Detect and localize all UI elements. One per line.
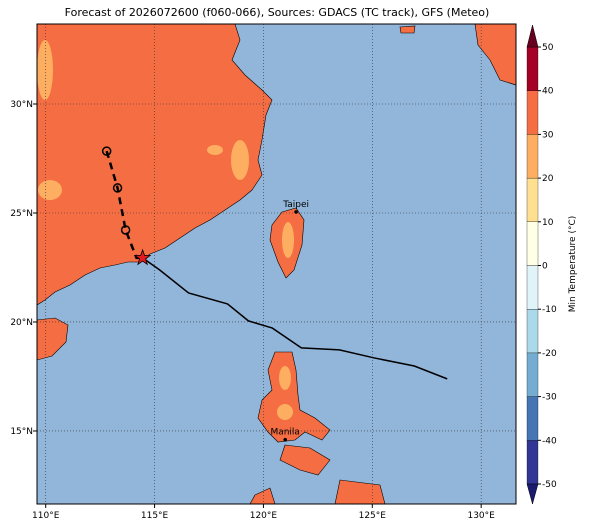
map-frame bbox=[36, 23, 517, 505]
city-dot bbox=[283, 437, 288, 442]
x-tick-label: 120°E bbox=[250, 511, 278, 521]
track-point bbox=[120, 225, 131, 235]
colorbar-tick-label: 50 bbox=[542, 43, 554, 53]
colorbar-band bbox=[526, 46, 539, 91]
y-tick-label: 30°N bbox=[10, 100, 33, 110]
warm-patch bbox=[231, 140, 249, 180]
current-position bbox=[133, 248, 152, 266]
colorbar-tick-label: -50 bbox=[542, 480, 557, 490]
colorbar-tick-label: -10 bbox=[542, 305, 557, 315]
map-title: Forecast of 2026072600 (f060-066), Sourc… bbox=[65, 6, 490, 19]
overlay: 110°E 115°E 120°E 125°E 130°E 15°N 20°N 25°N 30°… bbox=[10, 24, 516, 521]
colorbar-extend bbox=[526, 24, 539, 48]
y-tick-label: 25°N bbox=[10, 209, 33, 219]
x-tick-label: 115°E bbox=[141, 511, 169, 521]
track-point bbox=[112, 183, 123, 193]
colorbar-band bbox=[526, 396, 539, 441]
warm-patch bbox=[282, 222, 294, 258]
x-tick-label: 130°E bbox=[467, 511, 495, 521]
luzon bbox=[257, 351, 331, 443]
colorbar-extend bbox=[526, 483, 539, 505]
city-dot bbox=[294, 210, 298, 214]
colorbar-band bbox=[526, 352, 539, 397]
track-point bbox=[101, 146, 112, 156]
colorbar-tick-label: 10 bbox=[542, 218, 554, 228]
colorbar-tick-label: 40 bbox=[542, 87, 554, 97]
colorbar-band bbox=[526, 134, 539, 179]
warm-patch bbox=[37, 40, 53, 100]
korea-japan bbox=[474, 24, 516, 86]
land-layer bbox=[37, 24, 516, 504]
city-label: Manila bbox=[270, 428, 300, 438]
warm-patch bbox=[38, 180, 62, 200]
island bbox=[399, 25, 416, 34]
palawan bbox=[249, 487, 276, 504]
city-label: Taipei bbox=[282, 200, 309, 210]
warm-patch bbox=[277, 404, 293, 420]
visayas bbox=[279, 444, 331, 476]
forecast-track bbox=[142, 257, 448, 380]
y-tick-label: 20°N bbox=[10, 318, 33, 328]
colorbar-tick-label: 0 bbox=[542, 262, 548, 272]
colorbar-band bbox=[526, 221, 539, 266]
colorbar-label: Min Temperature (°C) bbox=[568, 216, 578, 313]
colorbar-band bbox=[526, 177, 539, 222]
colorbar-tick-label: -20 bbox=[542, 349, 557, 359]
mainland bbox=[37, 24, 273, 306]
colorbar-tick-label: 30 bbox=[542, 130, 554, 140]
x-tick-label: 110°E bbox=[32, 511, 60, 521]
colorbar-tick-label: 20 bbox=[542, 174, 554, 184]
warm-patch bbox=[207, 145, 223, 155]
colorbar-band bbox=[526, 265, 539, 310]
y-tick-label: 15°N bbox=[10, 427, 33, 437]
x-tick-label: 125°E bbox=[359, 511, 387, 521]
warm-patch bbox=[279, 366, 291, 390]
hainan bbox=[37, 317, 69, 361]
colorbar-band bbox=[526, 90, 539, 135]
colorbar-band bbox=[526, 309, 539, 354]
colorbar-tick-label: -40 bbox=[542, 436, 557, 446]
colorbar-tick-label: -30 bbox=[542, 393, 557, 403]
colorbar-band bbox=[526, 440, 539, 485]
